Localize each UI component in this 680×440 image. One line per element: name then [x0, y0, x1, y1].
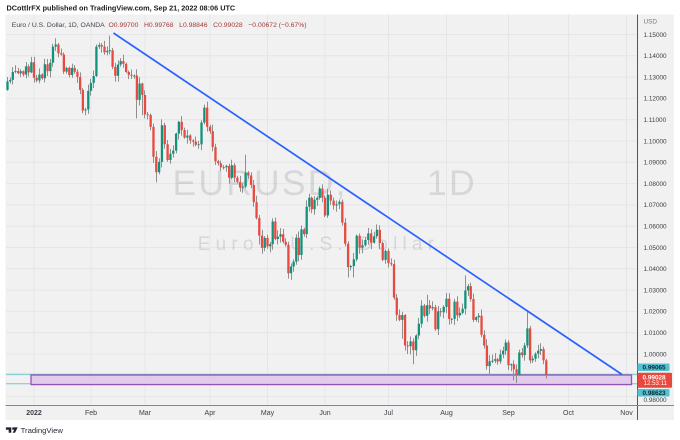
svg-text:1.01000: 1.01000	[644, 330, 668, 337]
svg-text:1.12000: 1.12000	[644, 96, 668, 103]
svg-text:0.99028: 0.99028	[643, 374, 667, 381]
svg-text:1.06000: 1.06000	[644, 224, 668, 231]
svg-text:USD: USD	[644, 19, 658, 26]
svg-text:1.14000: 1.14000	[644, 53, 668, 60]
svg-text:Euro / U.S. Dollar, 1D, OANDA: Euro / U.S. Dollar, 1D, OANDA O0.99700 H…	[12, 22, 307, 29]
svg-text:Mar: Mar	[139, 410, 152, 417]
svg-text:Aug: Aug	[440, 410, 453, 417]
svg-text:12:53:11: 12:53:11	[644, 380, 668, 387]
svg-text:Feb: Feb	[85, 410, 97, 417]
svg-text:1.02000: 1.02000	[644, 309, 668, 316]
svg-text:1D: 1D	[427, 163, 477, 203]
svg-text:1.09000: 1.09000	[644, 160, 668, 167]
svg-text:1.11000: 1.11000	[644, 117, 667, 124]
svg-text:Nov: Nov	[620, 410, 633, 417]
svg-text:1.15000: 1.15000	[644, 32, 668, 39]
svg-text:1.05000: 1.05000	[644, 245, 668, 252]
svg-text:Jul: Jul	[384, 410, 393, 417]
svg-text:TradingView: TradingView	[21, 426, 64, 435]
svg-text:0.98623: 0.98623	[643, 390, 667, 397]
svg-text:1.13000: 1.13000	[644, 74, 668, 81]
svg-text:Apr: Apr	[205, 410, 217, 417]
svg-text:1.03000: 1.03000	[644, 287, 668, 294]
svg-text:Oct: Oct	[563, 410, 574, 417]
svg-text:2022: 2022	[26, 410, 42, 417]
svg-text:0.98000: 0.98000	[644, 397, 668, 404]
svg-text:1.10000: 1.10000	[644, 138, 668, 145]
svg-text:May: May	[261, 410, 275, 417]
svg-text:Sep: Sep	[502, 410, 515, 417]
svg-text:0.99065: 0.99065	[643, 365, 667, 372]
svg-text:1.07000: 1.07000	[644, 202, 668, 209]
svg-text:Euro / U.S. Dollar: Euro / U.S. Dollar	[198, 234, 439, 255]
svg-text:DCottlrFX published on Trading: DCottlrFX published on TradingView.com, …	[7, 4, 236, 13]
svg-text:1.08000: 1.08000	[644, 181, 668, 188]
svg-text:Jun: Jun	[319, 410, 330, 417]
svg-text:1.00000: 1.00000	[644, 351, 668, 358]
svg-text:1.04000: 1.04000	[644, 266, 668, 273]
